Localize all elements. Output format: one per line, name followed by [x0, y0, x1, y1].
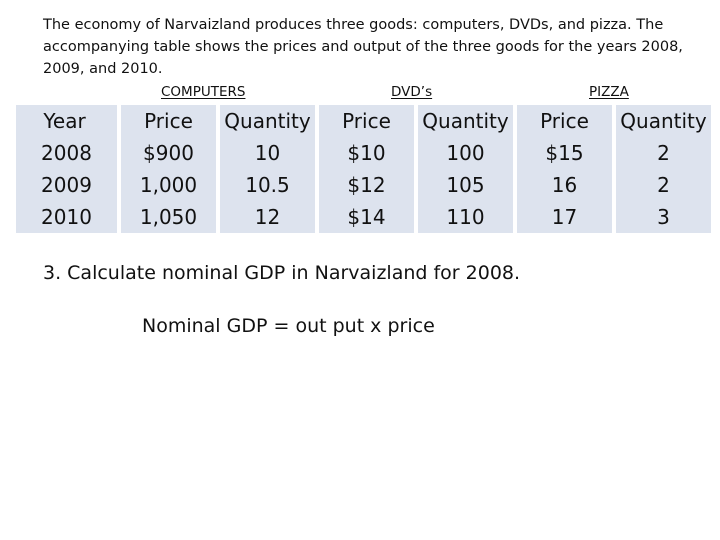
computers-price-cell: 1,050: [121, 201, 216, 233]
dvds-heading: DVD’s: [391, 84, 433, 100]
computers-quantity-cell: 10: [220, 137, 315, 169]
pizza-price-cell: 17: [517, 201, 612, 233]
col-header-computers-quantity: Quantity: [220, 105, 315, 137]
goods-table: Year Price Quantity Price Quantity Price…: [12, 105, 715, 233]
table-row: 2009 1,000 10.5 $12 105 16 2: [16, 169, 711, 201]
col-header-pizza-quantity: Quantity: [616, 105, 711, 137]
table-header-row: Year Price Quantity Price Quantity Price…: [16, 105, 711, 137]
question-text: 3. Calculate nominal GDP in Narvaizland …: [43, 262, 521, 284]
pizza-heading: PIZZA: [589, 84, 629, 100]
col-header-pizza-price: Price: [517, 105, 612, 137]
col-header-year: Year: [16, 105, 117, 137]
table-row: 2008 $900 10 $10 100 $15 2: [16, 137, 711, 169]
dvds-price-cell: $14: [319, 201, 414, 233]
formula-text: Nominal GDP = out put x price: [142, 315, 435, 337]
col-header-dvds-quantity: Quantity: [418, 105, 513, 137]
year-cell: 2008: [16, 137, 117, 169]
year-cell: 2009: [16, 169, 117, 201]
table-row: 2010 1,050 12 $14 110 17 3: [16, 201, 711, 233]
col-header-dvds-price: Price: [319, 105, 414, 137]
dvds-quantity-cell: 105: [418, 169, 513, 201]
intro-paragraph: The economy of Narvaizland produces thre…: [43, 17, 683, 77]
computers-price-cell: $900: [121, 137, 216, 169]
col-header-computers-price: Price: [121, 105, 216, 137]
pizza-quantity-cell: 2: [616, 169, 711, 201]
dvds-price-cell: $10: [319, 137, 414, 169]
pizza-price-cell: 16: [517, 169, 612, 201]
dvds-price-cell: $12: [319, 169, 414, 201]
year-cell: 2010: [16, 201, 117, 233]
computers-price-cell: 1,000: [121, 169, 216, 201]
pizza-quantity-cell: 3: [616, 201, 711, 233]
pizza-quantity-cell: 2: [616, 137, 711, 169]
computers-quantity-cell: 10.5: [220, 169, 315, 201]
computers-heading: COMPUTERS: [161, 84, 246, 100]
dvds-quantity-cell: 100: [418, 137, 513, 169]
dvds-quantity-cell: 110: [418, 201, 513, 233]
computers-quantity-cell: 12: [220, 201, 315, 233]
pizza-price-cell: $15: [517, 137, 612, 169]
